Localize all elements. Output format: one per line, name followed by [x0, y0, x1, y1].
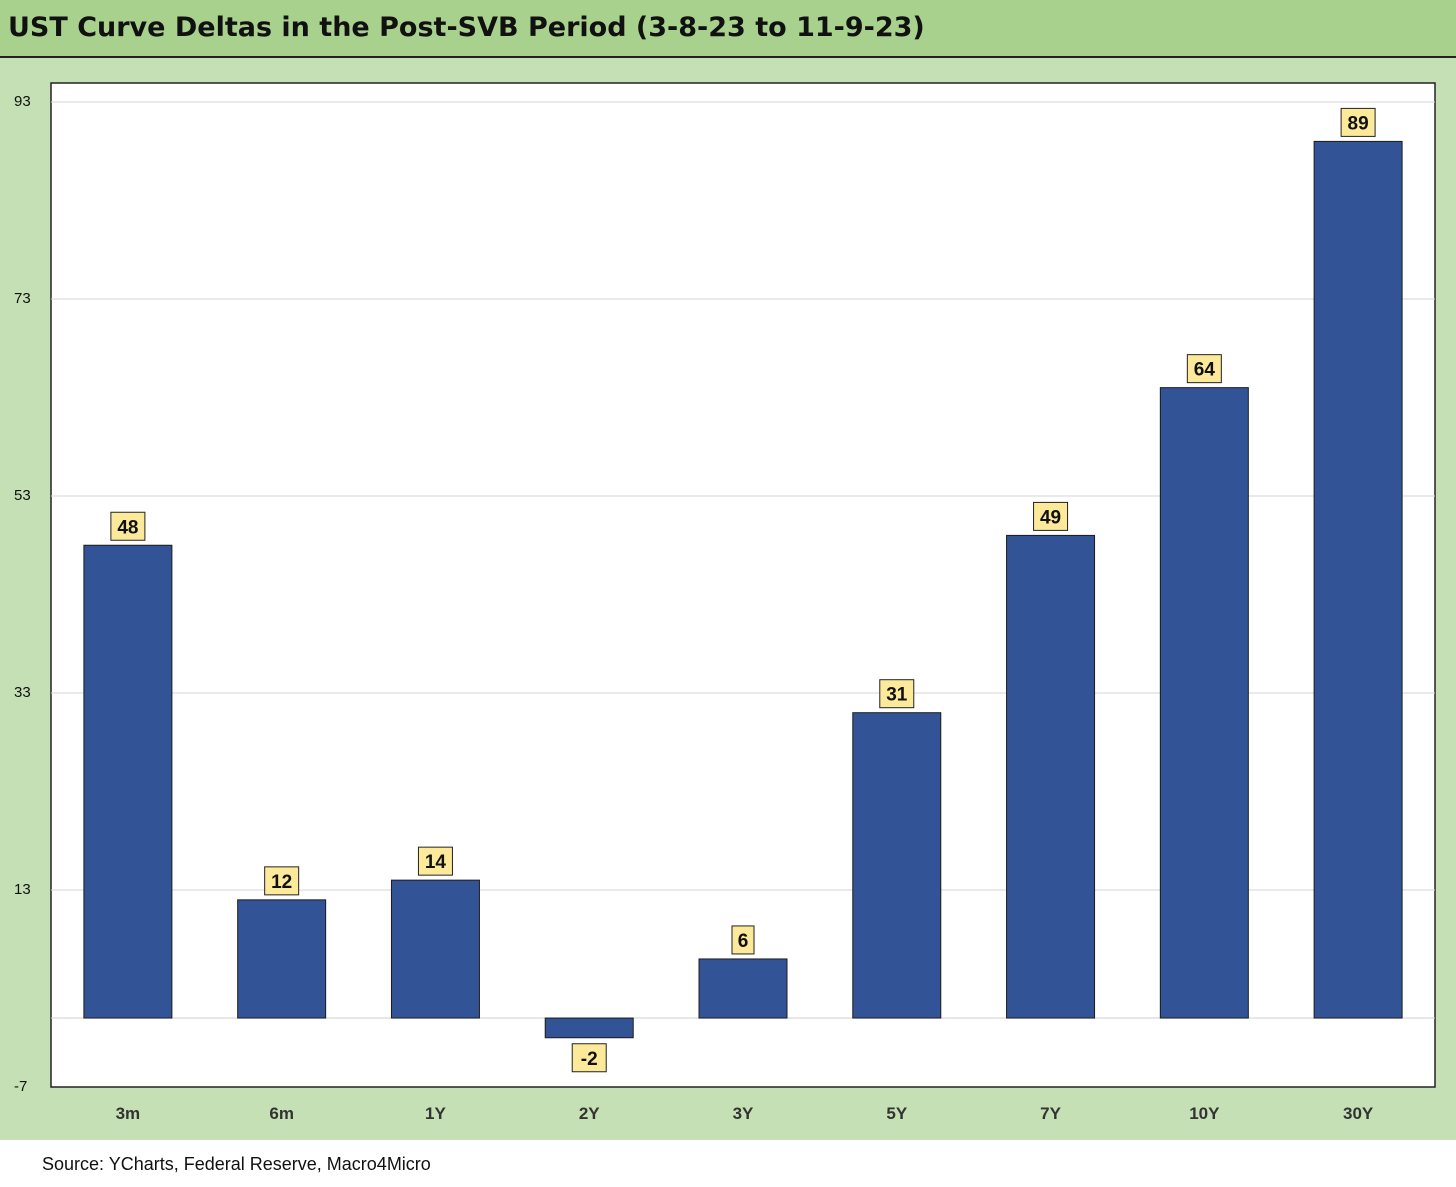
y-tick-label: 13: [14, 881, 31, 898]
data-label-box: [879, 679, 915, 709]
x-tick-label: 2Y: [579, 1104, 600, 1123]
data-label: 6: [731, 925, 755, 955]
data-label-text: 48: [117, 517, 138, 538]
x-axis: 3m 6m 1Y 2Y 3Y 5Y 7Y 10Y 30Y: [116, 1104, 1374, 1123]
x-tick-label: 30Y: [1343, 1104, 1374, 1123]
bar-7y: [1006, 534, 1096, 1019]
data-label-box: [571, 1043, 607, 1073]
data-label: 12: [264, 866, 300, 896]
data-label: 64: [1186, 354, 1222, 384]
data-label-text: 14: [425, 852, 447, 873]
bar-3y: [698, 958, 788, 1019]
bar-2y: [544, 1017, 634, 1039]
data-label: 48: [110, 511, 146, 541]
y-tick-label: -7: [14, 1078, 27, 1095]
bar-6m: [237, 899, 327, 1019]
data-label: 89: [1340, 107, 1376, 137]
data-labels: 48 12 14 -2 6 31 49 64 89: [110, 107, 1376, 1073]
bar-1y: [390, 879, 480, 1019]
bars: [83, 140, 1403, 1039]
y-tick-label: 73: [14, 290, 31, 307]
data-label-box: [1186, 354, 1222, 384]
data-label: -2: [571, 1043, 607, 1073]
data-label-box: [110, 511, 146, 541]
bar-5y: [852, 712, 942, 1019]
x-tick-label: 10Y: [1189, 1104, 1220, 1123]
data-label-text: 89: [1348, 113, 1369, 134]
y-axis: -7 13 33 53 73 93: [14, 93, 31, 1095]
x-tick-label: 5Y: [886, 1104, 907, 1123]
data-label-text: 49: [1040, 507, 1061, 528]
x-tick-label: 6m: [269, 1104, 294, 1123]
bar-3m: [83, 544, 173, 1019]
data-label-box: [1033, 501, 1069, 531]
x-tick-label: 7Y: [1040, 1104, 1061, 1123]
y-tick-label: 53: [14, 487, 31, 504]
data-label: 31: [879, 679, 915, 709]
data-label-box: [1340, 107, 1376, 137]
y-tick-label: 93: [14, 93, 31, 110]
data-label-text: 64: [1194, 360, 1216, 381]
data-label: 49: [1033, 501, 1069, 531]
source-note: Source: YCharts, Federal Reserve, Macro4…: [42, 1154, 431, 1174]
data-label-box: [417, 846, 453, 876]
x-tick-label: 3Y: [733, 1104, 754, 1123]
bar-10y: [1159, 387, 1249, 1019]
data-label-box: [264, 866, 300, 896]
data-label-text: 31: [886, 685, 908, 706]
x-tick-label: 1Y: [425, 1104, 446, 1123]
y-tick-label: 33: [14, 684, 31, 701]
data-label-text: 12: [271, 872, 292, 893]
chart-title: UST Curve Deltas in the Post-SVB Period …: [8, 12, 925, 43]
data-label-text: -2: [581, 1049, 598, 1070]
data-label: 14: [417, 846, 453, 876]
data-label-text: 6: [738, 931, 749, 952]
bar-30y: [1313, 140, 1403, 1019]
data-label-box: [731, 925, 755, 955]
title-bar: UST Curve Deltas in the Post-SVB Period …: [0, 0, 1456, 58]
x-tick-label: 3m: [116, 1104, 141, 1123]
